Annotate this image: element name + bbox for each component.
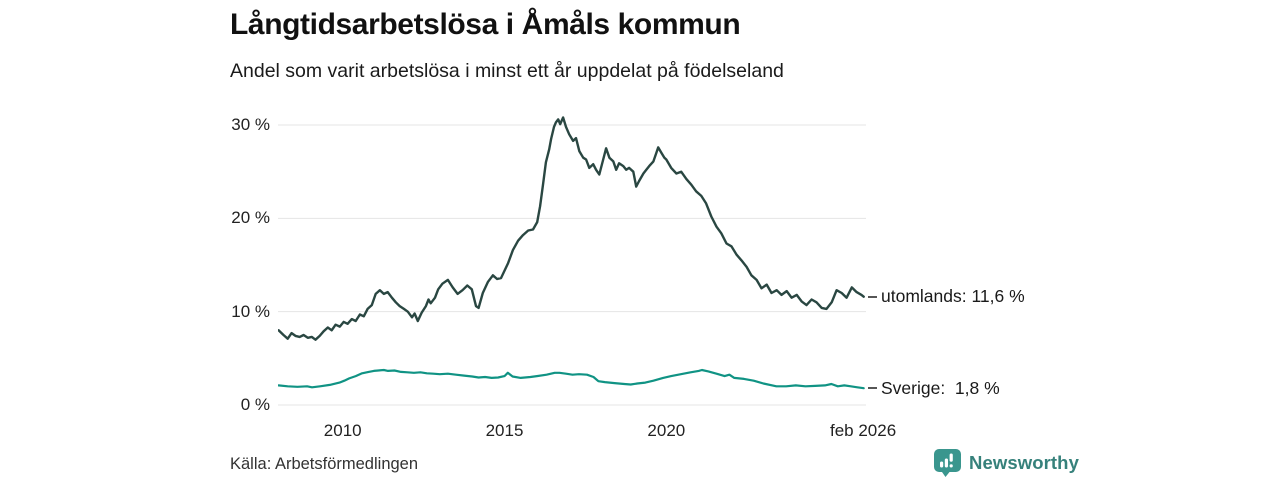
x-tick-label: feb 2026 (829, 421, 897, 440)
x-tick-label: 2010 (323, 421, 362, 440)
chart-subtitle: Andel som varit arbetslösa i minst ett å… (230, 60, 784, 82)
newsworthy-logo-text: Newsworthy (969, 452, 1079, 473)
source-note: Källa: Arbetsförmedlingen (230, 455, 419, 473)
series-end-label-utomlands: utomlands: 11,6 % (868, 286, 1025, 308)
y-tick-label: 0 % (240, 395, 270, 414)
series-end-label-Sverige: Sverige: 1,8 % (868, 377, 1000, 399)
y-tick-label: 10 % (231, 301, 270, 321)
x-tick-label: 2020 (647, 421, 686, 440)
newsworthy-logo-icon (934, 449, 961, 477)
x-tick-label: 2015 (485, 421, 524, 440)
y-tick-label: 20 % (231, 208, 270, 228)
series-line-Sverige (278, 368, 865, 390)
plot-area (278, 116, 866, 406)
label-tick-dash (868, 295, 877, 298)
y-tick-label: 30 % (231, 115, 270, 134)
label-tick-dash (868, 387, 877, 390)
page-title: Långtidsarbetslösa i Åmåls kommun (230, 8, 741, 41)
series-line-utomlands (278, 116, 865, 341)
newsworthy-logo: Newsworthy (933, 448, 1079, 478)
series-end-label-text: utomlands: 11,6 % (881, 286, 1025, 307)
series-end-label-text: Sverige: 1,8 % (881, 377, 1000, 398)
